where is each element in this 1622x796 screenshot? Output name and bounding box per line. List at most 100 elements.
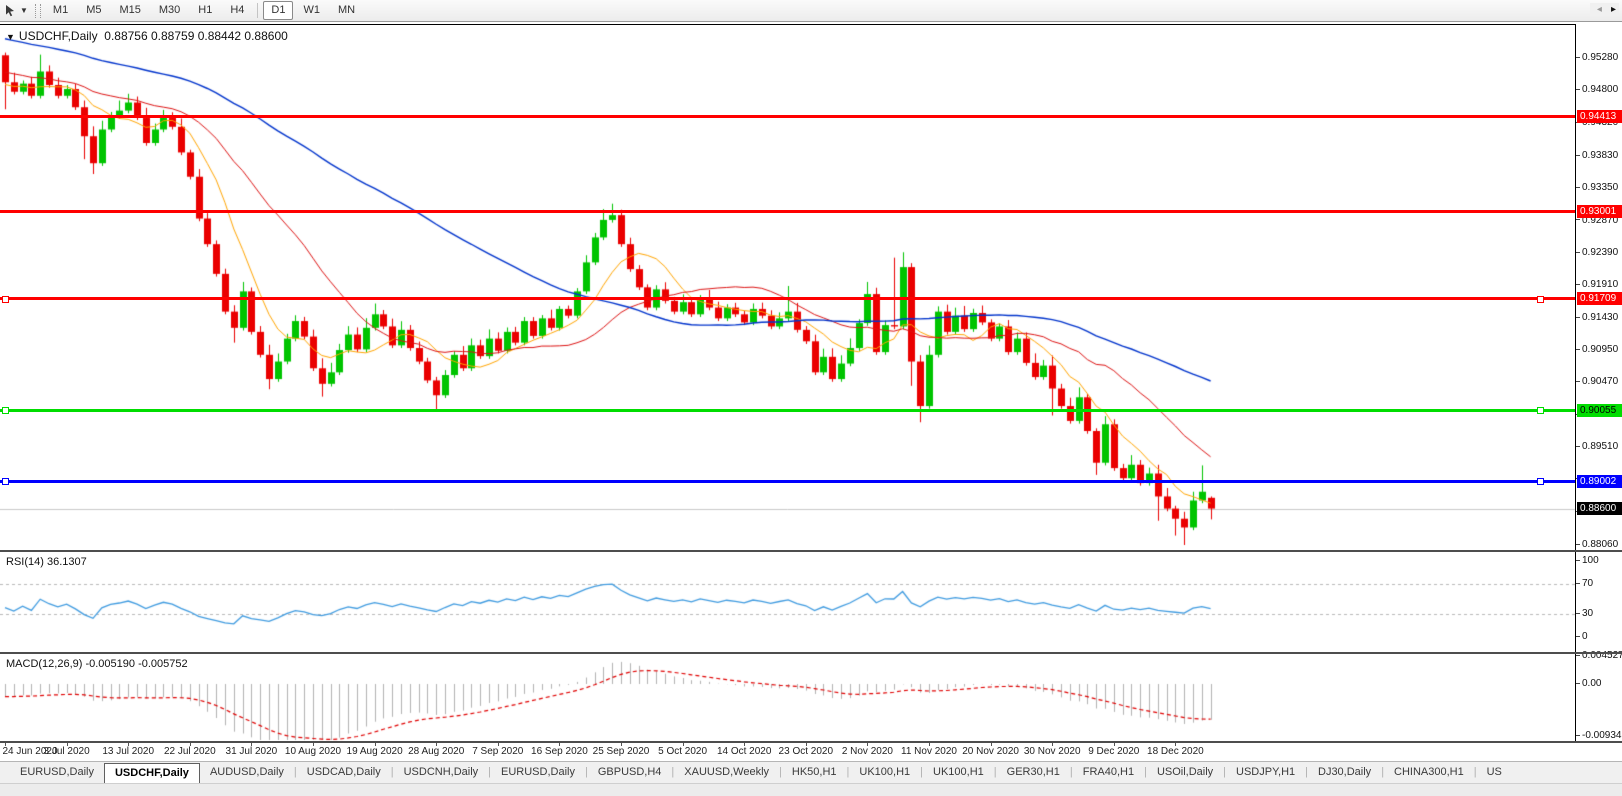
tab-separator: | [488,766,492,778]
tab-separator: | [1069,766,1073,778]
timeframe-M5-button[interactable]: M5 [86,4,102,16]
price-line-label-0.94413: 0.94413 [1577,109,1622,123]
line-handle-right-0.91709[interactable] [1537,295,1544,303]
horizontal-line-0.94413[interactable] [0,114,1575,118]
rsi-macd-separator[interactable] [0,652,1622,654]
main-rsi-separator[interactable] [0,550,1622,552]
tab-usdcnh-daily[interactable]: USDCNH,Daily [403,766,479,778]
price-line-label-0.89002: 0.89002 [1577,474,1622,488]
line-handle-right-0.89002[interactable] [1537,478,1544,486]
price-tick-mark [1576,446,1580,448]
date-tick-mark [805,742,807,746]
tab-uk100-h1[interactable]: UK100,H1 [933,766,984,778]
current-price-label: 0.88600 [1577,502,1622,516]
toolbar-grip-handle[interactable] [34,3,41,18]
tab-uk100-h1[interactable]: UK100,H1 [859,766,911,778]
chart-collapse-triangle-icon[interactable]: ▼ [6,32,15,42]
date-tick-mark [1113,742,1115,746]
date-label: 16 Sep 2020 [531,746,588,757]
tab-scroll-left-icon[interactable]: ◂ [1596,4,1602,15]
tab-usdcad-daily[interactable]: USDCAD,Daily [306,766,381,778]
timeframe-M15-button[interactable]: M15 [119,4,141,16]
date-label: 18 Dec 2020 [1147,746,1204,757]
line-handle-right-0.90055[interactable] [1537,407,1544,415]
price-tick: 0.91430 [1576,312,1622,324]
tab-separator: | [1381,766,1385,778]
price-line-label-0.90055: 0.90055 [1577,403,1622,417]
line-handle-left-0.90055[interactable] [2,407,9,415]
tab-hk50-h1[interactable]: HK50,H1 [791,766,837,778]
status-strip [0,783,1622,796]
timeframe-W1-button[interactable]: W1 [303,4,320,16]
tab-usdjpy-h1[interactable]: USDJPY,H1 [1236,766,1296,778]
price-line-label-0.91709: 0.91709 [1577,292,1622,306]
macd-bottom-separator[interactable] [0,741,1622,743]
timeframe-MN-button[interactable]: MN [337,4,356,16]
price-tick: 0.91910 [1576,279,1622,291]
chart-canvas[interactable] [0,22,1622,761]
timeframe-H1-button[interactable]: H1 [198,4,213,16]
price-tick: 0.90470 [1576,376,1622,388]
price-tick-mark [1576,543,1580,545]
date-label: 24 Jun 2020 [2,746,58,757]
tab-ger30-h1[interactable]: GER30,H1 [1006,766,1060,778]
horizontal-line-0.90055[interactable] [0,408,1575,412]
timeframe-H4-button[interactable]: H4 [230,4,245,16]
rsi-axis-tick: 0 [1576,631,1622,643]
price-line-label-0.93001: 0.93001 [1577,205,1622,219]
price-tick: 0.95280 [1576,52,1622,64]
cursor-dropdown-caret-icon[interactable]: ▼ [20,6,28,15]
horizontal-line-0.91709[interactable] [0,297,1575,301]
price-tick: 0.92870 [1576,215,1622,227]
tab-eurusd-daily[interactable]: EURUSD,Daily [501,766,575,778]
tab-usdchf-daily[interactable]: USDCHF,Daily [103,763,200,783]
tab-eurusd-daily[interactable]: EURUSD,Daily [20,766,94,778]
tab-separator: | [920,766,924,778]
tab-usoil-daily[interactable]: USOil,Daily [1156,766,1214,778]
chart-tab-bar: EURUSD,Daily USDCHF,Daily AUDUSD,Daily | USD… [0,761,1622,783]
horizontal-line-0.89002[interactable] [0,479,1575,483]
tab-us[interactable]: US [1486,766,1502,778]
date-tick-mark [744,742,746,746]
price-axis-separator [1575,24,1576,743]
date-tick-mark [189,742,191,746]
tab-separator: | [1305,766,1308,778]
macd-axis-tick: 0.00 [1576,678,1622,690]
price-tick: 0.94800 [1576,84,1622,96]
line-handle-left-0.91709[interactable] [2,295,9,303]
timeframe-D1-button[interactable]: D1 [263,1,294,20]
price-tick-mark [1576,316,1580,318]
tab-separator: | [293,766,297,778]
tab-gbpusd-h4[interactable]: GBPUSD,H4 [597,766,662,778]
price-tick-mark [1576,89,1580,91]
horizontal-line-0.93001[interactable] [0,210,1575,214]
date-label: 31 Jul 2020 [225,746,278,757]
price-tick: 0.93350 [1576,182,1622,194]
tab-dj30-daily[interactable]: DJ30,Daily [1318,766,1372,778]
cursor-tool-button[interactable]: ▼ [0,0,32,21]
line-handle-left-0.89002[interactable] [2,478,9,486]
date-tick-mark [66,742,68,746]
price-tick: 0.92390 [1576,247,1622,259]
date-label: 22 Jul 2020 [163,746,216,757]
chart-ohlc-values: 0.88756 0.88759 0.88442 0.88600 [104,29,288,43]
rsi-tick-mark [1576,635,1580,637]
chart-title: ▼ USDCHF,Daily 0.88756 0.88759 0.88442 0.… [6,29,288,43]
macd-tick-mark [1576,654,1580,656]
tab-scroll-right-icon[interactable]: ▸ [1610,4,1616,15]
date-label: 7 Sep 2020 [472,746,524,757]
date-tick-mark [436,742,438,746]
date-axis: 24 Jun 2020 3 Jul 2020 13 Jul 2020 22 Jul 2… [0,742,1622,761]
tab-fra40-h1[interactable]: FRA40,H1 [1082,766,1135,778]
tab-audusd-daily[interactable]: AUDUSD,Daily [209,766,284,778]
timeframe-M1-button[interactable]: M1 [52,4,69,16]
tab-scroll-arrows: ◂ ▸ [1589,3,1619,15]
chart-frame-top-border [0,24,1576,25]
date-label: 30 Nov 2020 [1023,746,1081,757]
macd-indicator-label: MACD(12,26,9) -0.005190 -0.005752 [6,658,188,670]
date-tick-mark [128,742,130,746]
date-tick-mark [1052,742,1054,746]
timeframe-M30-button[interactable]: M30 [158,4,181,16]
tab-xauusd-weekly[interactable]: XAUUSD,Weekly [684,766,770,778]
tab-china300-h1[interactable]: CHINA300,H1 [1394,766,1464,778]
